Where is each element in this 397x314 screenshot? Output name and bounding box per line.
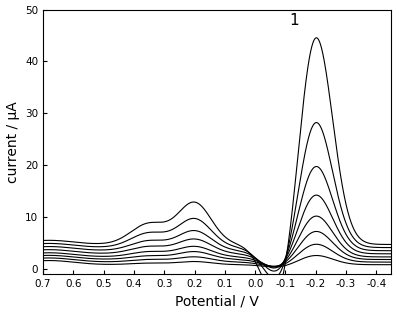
Y-axis label: current / μA: current / μA <box>6 101 19 183</box>
Text: 1: 1 <box>290 13 299 28</box>
X-axis label: Potential / V: Potential / V <box>175 295 259 308</box>
